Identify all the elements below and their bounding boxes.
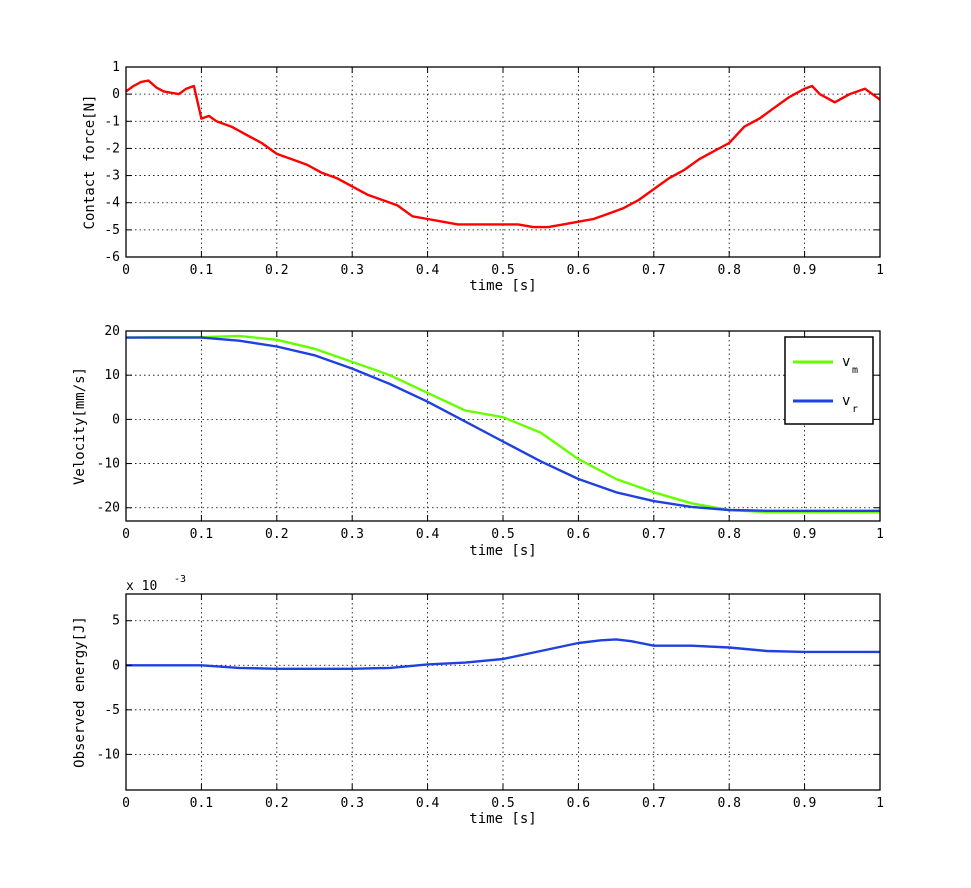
panel1-series-line-0 xyxy=(125,79,881,229)
panel1-ytick-label: -2 xyxy=(104,141,120,156)
panel3-xtick-label: 0 xyxy=(122,796,130,811)
panel1-ytick-label: -6 xyxy=(104,250,120,265)
panel3-xtick-label: 0.5 xyxy=(491,796,514,811)
panel2-series-line-0 xyxy=(125,334,880,514)
panel3-ytick-label: -5 xyxy=(104,703,120,718)
panel3-xtick-label: 0.4 xyxy=(416,796,440,811)
legend-sub-vm: m xyxy=(852,365,858,376)
panel2-xtick-label: 0.5 xyxy=(491,527,514,542)
panel1-xtick-label: 0.8 xyxy=(717,263,740,278)
panel3-xtick-label: 0.3 xyxy=(340,796,363,811)
panel2-ytick-label: 20 xyxy=(104,324,120,339)
legend-label-vm: v xyxy=(842,354,850,370)
panel1-xtick-label: 0.2 xyxy=(265,263,288,278)
panel2-ylabel: Velocity[mm/s] xyxy=(72,367,88,485)
panel3-ytick-label: 5 xyxy=(112,614,120,629)
panel1-ytick-label: -1 xyxy=(104,114,120,129)
panel2-xtick-label: 0 xyxy=(122,527,130,542)
panel2-series-line-1 xyxy=(126,336,880,512)
panel1-xtick-label: 0.4 xyxy=(416,263,440,278)
panel3-series xyxy=(126,638,880,670)
panel2-ytick-label: -20 xyxy=(97,501,120,516)
panel2-xtick-label: 0.4 xyxy=(416,527,440,542)
panel1-ticks: 0 0.1 0.2 0.3 0.4 0.5 0.6 0.7 0.8 0.9 1 1 0 -1 -2 -3 -4 -… xyxy=(104,60,884,278)
panel1-xtick-label: 0.3 xyxy=(340,263,363,278)
panel1-ytick-label: 0 xyxy=(112,87,120,102)
panel2-xtick-label: 1 xyxy=(876,527,884,542)
panel1-xtick-label: 0.6 xyxy=(567,263,590,278)
legend-box xyxy=(784,336,874,425)
panel1-ytick-label: 1 xyxy=(112,60,120,75)
panel3-series-line-0 xyxy=(126,638,880,670)
panel3-grid xyxy=(126,594,880,790)
panel1-xlabel: time [s] xyxy=(469,278,536,294)
panel2-grid xyxy=(126,331,880,521)
panel3-xlabel: time [s] xyxy=(469,811,536,827)
panel3-multiplier: x 10 xyxy=(126,579,157,594)
legend-sub-vr: r xyxy=(852,404,858,415)
panel-contact-force: 0 0.1 0.2 0.3 0.4 0.5 0.6 0.7 0.8 0.9 1 1 0 -1 -2 -3 -4 -… xyxy=(82,60,884,294)
panel3-ylabel: Observed energy[J] xyxy=(72,616,88,768)
panel1-xtick-label: 0.9 xyxy=(793,263,816,278)
panel1-ytick-label: -5 xyxy=(104,223,120,238)
panel2-xtick-label: 0.9 xyxy=(793,527,816,542)
panel2-ytick-label: -10 xyxy=(97,457,120,472)
panel1-xtick-label: 1 xyxy=(876,263,884,278)
panel3-xtick-label: 0.1 xyxy=(190,796,213,811)
panel1-xtick-label: 0.5 xyxy=(491,263,514,278)
panel3-ytick-label: 0 xyxy=(112,658,120,673)
panel2-ticks: 0 0.1 0.2 0.3 0.4 0.5 0.6 0.7 0.8 0.9 1 20 10 0 -10 -20 xyxy=(97,324,884,542)
panel3-xtick-label: 0.7 xyxy=(642,796,665,811)
panel1-series xyxy=(125,79,881,229)
panel3-ytick-label: -10 xyxy=(97,747,120,762)
panel2-ytick-label: 10 xyxy=(104,368,120,383)
panel-observed-energy: 0 0.1 0.2 0.3 0.4 0.5 0.6 0.7 0.8 0.9 1 5 0 -5 -10 x 1… xyxy=(72,574,884,827)
panel2-xtick-label: 0.3 xyxy=(340,527,363,542)
panel2-series xyxy=(125,334,880,514)
panel3-xtick-label: 0.9 xyxy=(793,796,816,811)
panel1-grid xyxy=(126,67,880,257)
panel2-xlabel: time [s] xyxy=(469,543,536,559)
legend-label-vr: v xyxy=(842,393,850,409)
panel2-xtick-label: 0.1 xyxy=(190,527,213,542)
panel2-xtick-label: 0.7 xyxy=(642,527,665,542)
panel2-xtick-label: 0.8 xyxy=(717,527,740,542)
panel2-xtick-label: 0.6 xyxy=(567,527,590,542)
panel1-xtick-label: 0.1 xyxy=(190,263,213,278)
panel2-legend: v m v r xyxy=(784,336,874,425)
panel-velocity: 0 0.1 0.2 0.3 0.4 0.5 0.6 0.7 0.8 0.9 1 20 10 0 -10 -20… xyxy=(72,324,884,559)
panel3-multiplier-exp: -3 xyxy=(174,574,186,585)
panel1-xtick-label: 0.7 xyxy=(642,263,665,278)
panel1-ytick-label: -4 xyxy=(104,196,120,211)
panel2-xtick-label: 0.2 xyxy=(265,527,288,542)
panel3-xtick-label: 0.6 xyxy=(567,796,590,811)
panel1-ylabel: Contact force[N] xyxy=(82,95,98,230)
panel1-ytick-label: -3 xyxy=(104,169,120,184)
panel3-xtick-label: 0.2 xyxy=(265,796,288,811)
panel3-xtick-label: 0.8 xyxy=(717,796,740,811)
panel2-ytick-label: 0 xyxy=(112,412,120,427)
panel1-xtick-label: 0 xyxy=(122,263,130,278)
panel3-xtick-label: 1 xyxy=(876,796,884,811)
panel3-ticks: 0 0.1 0.2 0.3 0.4 0.5 0.6 0.7 0.8 0.9 1 5 0 -5 -10 xyxy=(97,594,884,811)
